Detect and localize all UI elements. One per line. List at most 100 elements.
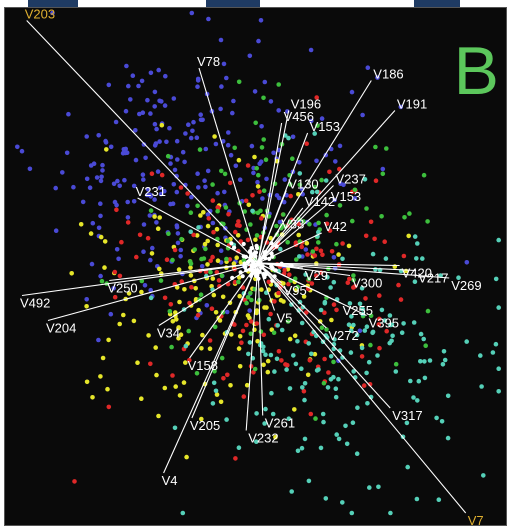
data-point bbox=[314, 189, 320, 195]
data-point bbox=[148, 361, 153, 367]
data-point bbox=[90, 395, 95, 400]
data-point bbox=[278, 246, 283, 252]
data-point bbox=[375, 75, 380, 80]
data-point bbox=[375, 353, 380, 358]
data-point bbox=[387, 313, 393, 318]
data-point bbox=[106, 337, 111, 343]
data-point bbox=[328, 285, 333, 290]
data-point bbox=[347, 301, 353, 306]
vector-label: V186 bbox=[373, 67, 403, 82]
data-point bbox=[279, 358, 284, 363]
data-point bbox=[238, 239, 244, 244]
vector-label: V95 bbox=[284, 283, 307, 298]
data-point bbox=[159, 172, 165, 178]
data-point bbox=[376, 484, 381, 490]
data-point bbox=[200, 332, 205, 338]
data-point bbox=[425, 308, 431, 314]
data-point bbox=[145, 97, 150, 103]
data-point bbox=[108, 144, 114, 150]
data-point bbox=[314, 368, 320, 373]
data-point bbox=[123, 146, 128, 152]
data-point bbox=[199, 264, 205, 269]
data-point bbox=[247, 308, 252, 313]
vector-line bbox=[257, 262, 327, 329]
data-point bbox=[254, 310, 259, 316]
data-point bbox=[290, 156, 295, 161]
data-point bbox=[89, 261, 95, 267]
points-layer bbox=[15, 10, 502, 516]
data-point bbox=[263, 352, 268, 358]
data-point bbox=[456, 275, 461, 281]
data-point bbox=[297, 160, 302, 165]
data-point bbox=[272, 369, 277, 374]
data-point bbox=[112, 269, 118, 275]
data-point bbox=[228, 152, 234, 158]
vector-line bbox=[257, 262, 264, 416]
vector-label: V5 bbox=[277, 311, 293, 326]
data-point bbox=[175, 240, 181, 246]
data-point bbox=[297, 171, 303, 176]
data-point bbox=[315, 123, 320, 128]
data-point bbox=[412, 279, 418, 285]
data-point bbox=[210, 220, 216, 226]
data-point bbox=[53, 185, 58, 191]
data-point bbox=[293, 361, 299, 367]
data-point bbox=[301, 219, 306, 224]
data-point bbox=[72, 479, 77, 484]
data-point bbox=[244, 382, 250, 388]
data-point bbox=[215, 242, 220, 248]
data-point bbox=[427, 358, 433, 363]
data-point bbox=[232, 245, 237, 250]
data-point bbox=[213, 388, 219, 394]
vector-label: V4 bbox=[162, 473, 178, 488]
vector-line bbox=[26, 20, 259, 264]
data-point bbox=[237, 334, 243, 339]
data-point bbox=[87, 185, 93, 190]
vector-label: V272 bbox=[328, 328, 358, 343]
data-point bbox=[219, 168, 224, 174]
data-point bbox=[363, 233, 369, 239]
data-point bbox=[384, 328, 390, 334]
data-point bbox=[436, 497, 442, 503]
data-point bbox=[279, 327, 285, 333]
data-point bbox=[296, 232, 302, 238]
data-point bbox=[155, 169, 161, 174]
data-point bbox=[211, 292, 217, 298]
data-point bbox=[261, 95, 266, 101]
data-point bbox=[323, 496, 329, 501]
data-point bbox=[252, 89, 258, 94]
data-point bbox=[162, 295, 168, 301]
data-point bbox=[126, 291, 132, 296]
data-point bbox=[153, 345, 158, 350]
data-point bbox=[111, 286, 116, 291]
data-point bbox=[333, 159, 338, 164]
data-point bbox=[261, 332, 267, 338]
data-point bbox=[236, 157, 242, 163]
data-point bbox=[218, 106, 223, 112]
data-point bbox=[233, 163, 239, 169]
data-point bbox=[299, 244, 305, 250]
data-point bbox=[156, 67, 161, 73]
data-point bbox=[249, 143, 255, 149]
data-point bbox=[114, 202, 119, 208]
data-point bbox=[301, 294, 307, 299]
data-point bbox=[250, 193, 255, 198]
data-point bbox=[179, 236, 184, 242]
data-point bbox=[221, 376, 226, 381]
data-point bbox=[215, 190, 220, 196]
data-point bbox=[98, 178, 104, 184]
data-point bbox=[173, 310, 178, 315]
vector-line bbox=[257, 262, 303, 269]
data-point bbox=[368, 342, 373, 348]
data-point bbox=[182, 159, 187, 165]
data-point bbox=[153, 141, 159, 146]
data-point bbox=[368, 313, 374, 319]
vector-label: V158 bbox=[188, 358, 218, 373]
data-point bbox=[60, 170, 65, 175]
data-point bbox=[168, 161, 173, 166]
data-point bbox=[334, 432, 340, 437]
data-point bbox=[186, 122, 191, 127]
data-point bbox=[322, 310, 327, 316]
data-point bbox=[78, 222, 84, 227]
data-point bbox=[137, 111, 142, 117]
